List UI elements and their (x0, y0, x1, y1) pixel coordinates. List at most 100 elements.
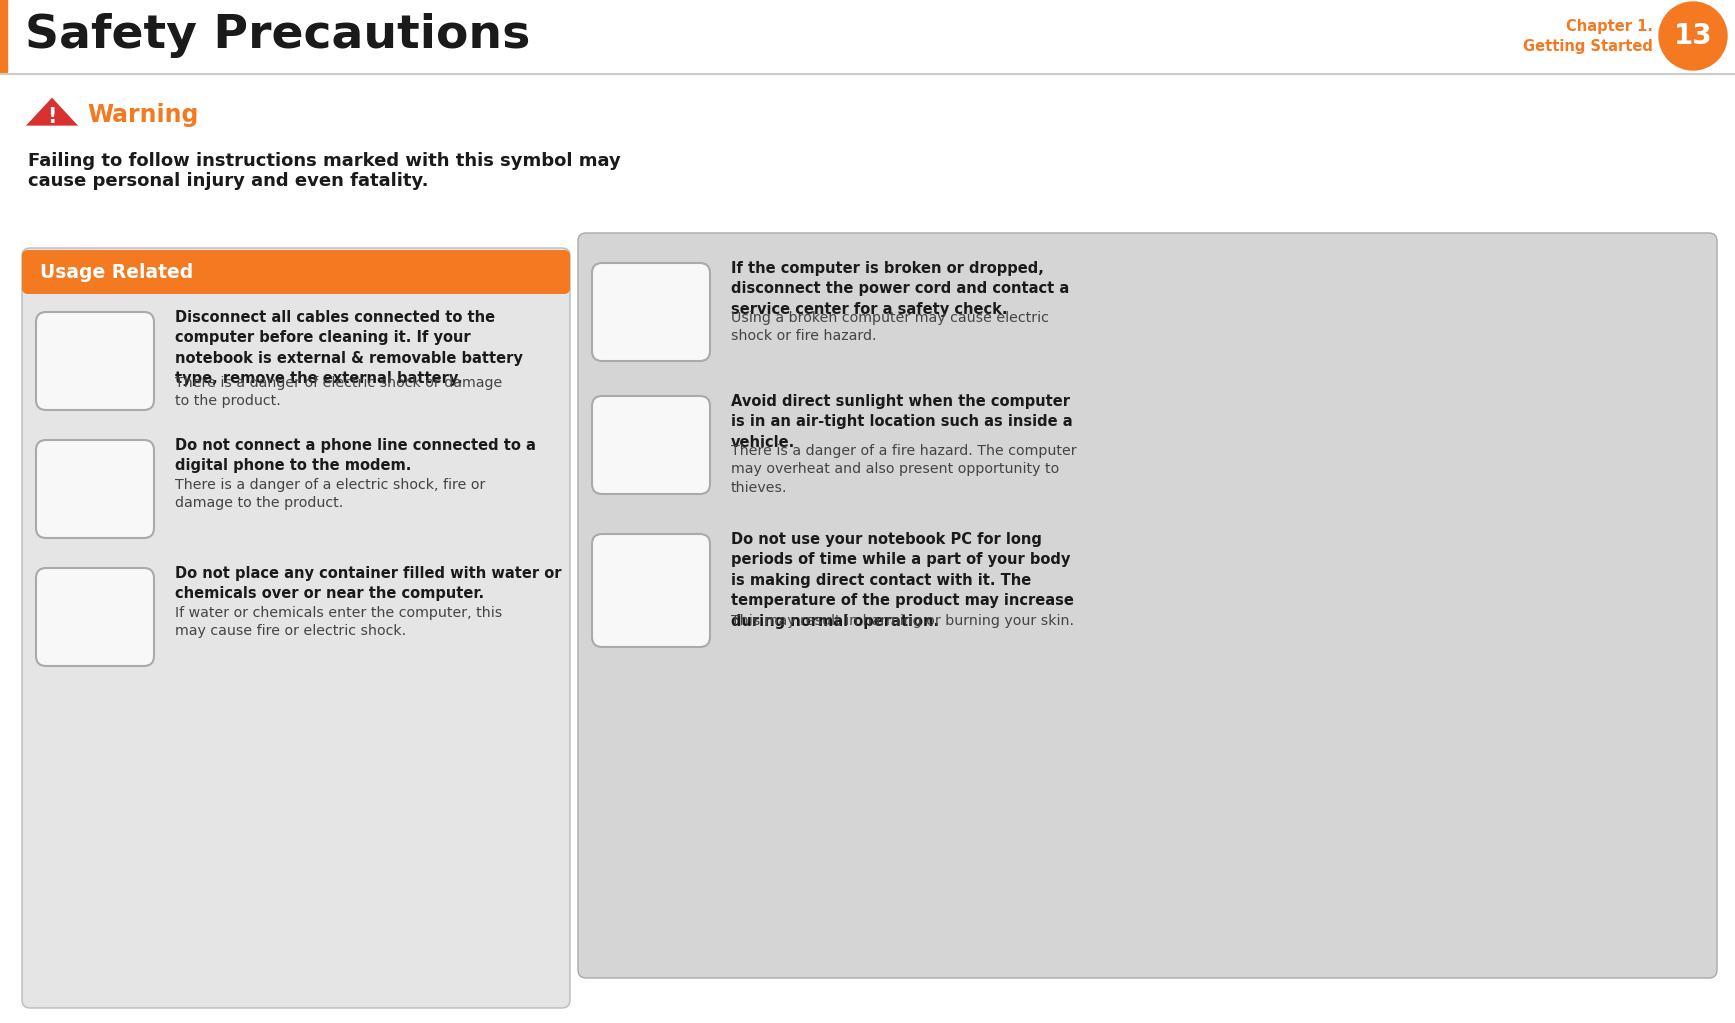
Bar (146, 250, 160, 294)
Bar (160, 250, 174, 294)
Bar (23, 250, 205, 294)
FancyBboxPatch shape (578, 233, 1718, 978)
Bar (446, 250, 460, 294)
Text: Do not connect a phone line connected to a
digital phone to the modem.: Do not connect a phone line connected to… (175, 438, 536, 474)
Bar (23, 250, 232, 294)
Bar (0, 0, 1735, 72)
Text: This may result in harming or burning your skin.: This may result in harming or burning yo… (730, 614, 1074, 628)
Bar (23, 250, 423, 294)
Bar (23, 250, 36, 294)
Bar (23, 250, 387, 294)
Bar (23, 250, 141, 294)
Bar (23, 250, 451, 294)
Bar (23, 250, 286, 294)
Bar (337, 250, 350, 294)
Bar (23, 250, 222, 294)
Text: Disconnect all cables connected to the
computer before cleaning it. If your
note: Disconnect all cables connected to the c… (175, 310, 522, 387)
Bar (62, 250, 76, 294)
Text: Using a broken computer may cause electric
shock or fire hazard.: Using a broken computer may cause electr… (730, 311, 1050, 344)
Bar (23, 250, 406, 294)
FancyBboxPatch shape (592, 263, 710, 361)
Bar (23, 250, 342, 294)
Bar (364, 250, 378, 294)
Bar (23, 250, 524, 294)
Bar (434, 250, 446, 294)
Bar (174, 250, 186, 294)
Bar (23, 250, 250, 294)
Bar (23, 250, 31, 294)
Bar (0, 0, 7, 72)
Bar (23, 250, 113, 294)
Bar (23, 250, 496, 294)
Bar (23, 250, 359, 294)
Bar (23, 250, 350, 294)
Bar (23, 250, 260, 294)
Bar (23, 250, 123, 294)
FancyBboxPatch shape (23, 248, 571, 1008)
FancyBboxPatch shape (592, 396, 710, 494)
Bar (23, 250, 59, 294)
Text: There is a danger of a fire hazard. The computer
may overheat and also present o: There is a danger of a fire hazard. The … (730, 444, 1077, 495)
Bar (23, 250, 149, 294)
Bar (23, 250, 76, 294)
Bar (241, 250, 255, 294)
Text: Safety Precautions: Safety Precautions (24, 13, 531, 58)
Text: Warning: Warning (87, 103, 198, 127)
Text: !: ! (47, 107, 57, 127)
Bar (23, 250, 560, 294)
Bar (23, 250, 297, 294)
Bar (392, 250, 406, 294)
Bar (23, 250, 397, 294)
Text: Usage Related: Usage Related (40, 263, 193, 281)
Bar (23, 250, 177, 294)
Text: Do not use your notebook PC for long
periods of time while a part of your body
i: Do not use your notebook PC for long per… (730, 532, 1074, 628)
Bar (23, 250, 278, 294)
Polygon shape (26, 97, 78, 126)
Bar (23, 250, 305, 294)
Bar (23, 250, 323, 294)
Bar (378, 250, 392, 294)
Bar (49, 250, 62, 294)
Bar (90, 250, 104, 294)
Bar (23, 250, 333, 294)
Bar (23, 250, 378, 294)
FancyBboxPatch shape (23, 250, 571, 294)
Bar (23, 250, 213, 294)
Bar (529, 250, 543, 294)
Bar (297, 250, 311, 294)
Bar (323, 250, 337, 294)
Bar (23, 250, 104, 294)
Bar (23, 250, 470, 294)
Bar (23, 250, 479, 294)
Bar (118, 250, 132, 294)
Text: Avoid direct sunlight when the computer
is in an air-tight location such as insi: Avoid direct sunlight when the computer … (730, 394, 1072, 450)
Text: If water or chemicals enter the computer, this
may cause fire or electric shock.: If water or chemicals enter the computer… (175, 606, 501, 638)
Bar (311, 250, 323, 294)
Bar (186, 250, 200, 294)
Text: There is a danger of electric shock or damage
to the product.: There is a danger of electric shock or d… (175, 376, 501, 408)
Bar (23, 250, 241, 294)
Bar (213, 250, 227, 294)
Bar (515, 250, 529, 294)
Bar (23, 250, 49, 294)
Bar (23, 250, 442, 294)
Bar (23, 250, 132, 294)
Bar (23, 250, 269, 294)
Bar (227, 250, 241, 294)
Bar (269, 250, 283, 294)
Bar (23, 250, 533, 294)
Text: Getting Started: Getting Started (1523, 39, 1653, 53)
Bar (23, 250, 314, 294)
Bar (23, 250, 68, 294)
Text: Failing to follow instructions marked with this symbol may: Failing to follow instructions marked wi… (28, 152, 621, 170)
Text: There is a danger of a electric shock, fire or
damage to the product.: There is a danger of a electric shock, f… (175, 478, 486, 510)
Bar (23, 250, 488, 294)
Bar (557, 250, 571, 294)
Bar (543, 250, 557, 294)
Bar (23, 250, 434, 294)
Bar (23, 250, 552, 294)
Bar (420, 250, 434, 294)
FancyBboxPatch shape (36, 440, 154, 538)
Bar (460, 250, 474, 294)
Bar (200, 250, 213, 294)
